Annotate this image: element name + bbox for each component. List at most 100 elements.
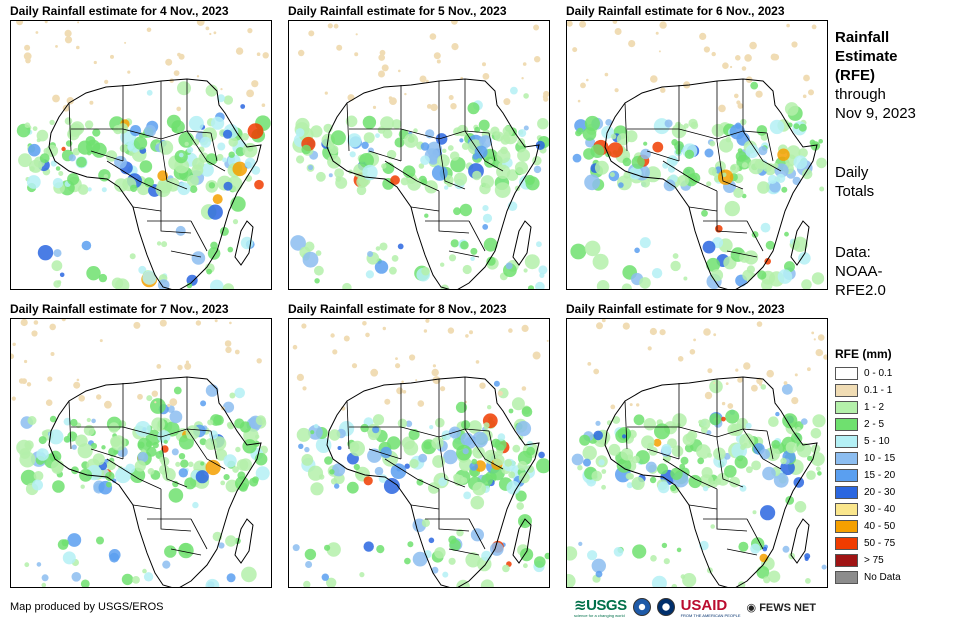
country-border [122, 426, 212, 438]
rainfall-cell [488, 158, 493, 164]
rainfall-cell [746, 466, 753, 474]
rainfall-cell [71, 444, 77, 450]
rainfall-cell [760, 384, 767, 390]
rainfall-cell [327, 23, 333, 29]
rainfall-cell [336, 44, 343, 51]
totals-line: Totals [835, 183, 875, 200]
legend-swatch [835, 571, 858, 584]
rainfall-cell [438, 477, 448, 487]
rainfall-cell [693, 338, 696, 342]
rainfall-cell [72, 148, 80, 156]
rainfall-cell [252, 476, 259, 484]
legend-item: 15 - 20 [835, 467, 901, 484]
legend-label: 40 - 50 [864, 521, 896, 532]
rainfall-cell [771, 440, 781, 449]
rainfall-cell [424, 180, 438, 194]
rainfall-cell [804, 556, 809, 561]
rainfall-cell [363, 541, 374, 552]
rainfall-cell [61, 146, 66, 152]
rainfall-cell [354, 52, 359, 57]
rainfall-cell [234, 349, 240, 355]
legend-label: 50 - 75 [864, 538, 896, 549]
rainfall-cell [595, 570, 603, 578]
rainfall-cell [623, 171, 631, 179]
rainfall-cell [24, 44, 31, 51]
rainfall-cell [721, 172, 727, 178]
country-border [688, 504, 718, 510]
rainfall-cell [397, 418, 408, 428]
rainfall-cell [370, 368, 379, 377]
rainfall-cell [459, 138, 464, 143]
rainfall-cell [625, 130, 638, 143]
rainfall-cell [682, 573, 697, 587]
rainfall-cell [292, 344, 298, 350]
madagascar-outline [512, 220, 532, 266]
rainfall-cell [813, 338, 816, 341]
rainfall-cell [381, 163, 387, 169]
rainfall-cell [655, 31, 659, 35]
rainfall-cell [33, 320, 39, 325]
rainfall-cell [200, 163, 214, 177]
rainfall-cell [409, 458, 419, 469]
rainfall-cell [295, 128, 305, 137]
rainfall-cell [432, 364, 436, 368]
rainfall-cell [169, 398, 178, 406]
country-border [646, 150, 680, 162]
rainfall-cell [156, 241, 162, 246]
country-border [416, 478, 440, 490]
rainfall-cell [737, 377, 743, 383]
rainfall-cell [48, 429, 64, 445]
rainfall-cell [64, 117, 73, 125]
rainfall-cell [621, 283, 632, 289]
rainfall-cell [601, 469, 607, 474]
rainfall-cell [520, 548, 534, 562]
rainfall-cell [460, 432, 474, 446]
rainfall-cell [512, 444, 521, 453]
rainfall-cell [168, 488, 184, 503]
rainfall-cell [658, 50, 661, 53]
rainfall-layer [16, 21, 271, 289]
rainfall-cell [593, 368, 600, 375]
rainfall-cell [783, 381, 788, 385]
rainfall-cell [811, 24, 817, 30]
rainfall-cell [664, 119, 673, 128]
madagascar-outline [234, 518, 254, 564]
rainfall-cell [451, 43, 459, 51]
rainfall-cell [83, 424, 95, 436]
rainfall-cell [133, 321, 141, 329]
rainfall-cell [137, 452, 149, 463]
rainfall-cell [741, 66, 747, 71]
rainfall-cell [256, 52, 261, 56]
country-border [400, 426, 490, 438]
rainfall-cell [92, 128, 101, 137]
rainfall-cell [18, 153, 32, 168]
rainfall-cell [409, 354, 416, 361]
rainfall-cell [184, 141, 189, 147]
rainfall-cell [227, 246, 234, 253]
rainfall-cell [471, 458, 478, 465]
rainfall-cell [523, 268, 528, 273]
rainfall-cell [239, 458, 252, 471]
rainfall-cell [223, 95, 233, 105]
rainfall-cell [296, 373, 304, 381]
country-border [186, 428, 226, 470]
rainfall-cell [391, 255, 399, 262]
rainfall-cell [416, 478, 424, 486]
rainfall-cell [222, 401, 235, 413]
rainfall-cell [626, 482, 633, 489]
rainfall-cell [756, 321, 763, 327]
rainfall-cell [657, 463, 668, 475]
legend-label: 0.1 - 1 [864, 385, 893, 396]
rainfall-cell [671, 583, 678, 587]
rainfall-cell [256, 358, 262, 364]
country-border [400, 128, 490, 140]
rainfall-cell [28, 143, 41, 157]
rainfall-cell [334, 168, 344, 179]
rainfall-cell [781, 383, 793, 395]
rainfall-cell [62, 551, 76, 565]
rainfall-cell [224, 340, 232, 347]
coastline [604, 376, 818, 587]
rainfall-cell [663, 558, 670, 565]
country-border [346, 102, 350, 152]
rainfall-cell [387, 436, 401, 450]
